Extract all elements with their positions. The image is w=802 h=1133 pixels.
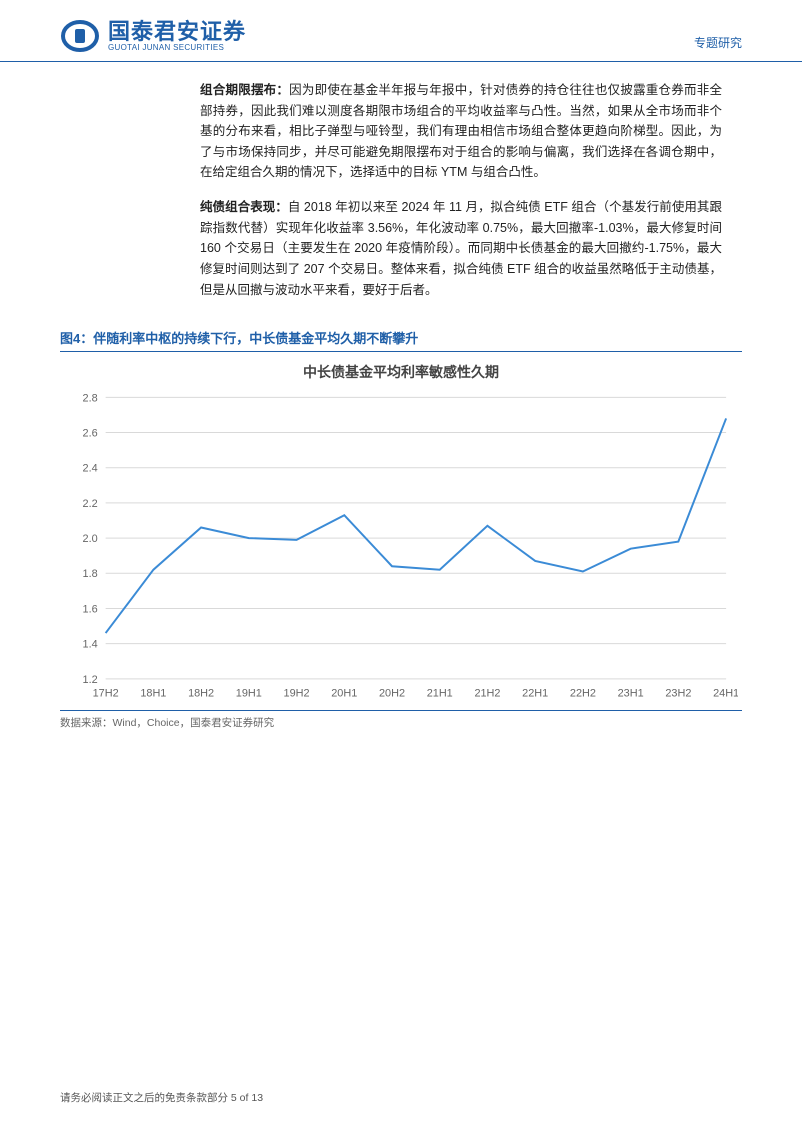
svg-text:1.4: 1.4 — [83, 639, 98, 651]
svg-text:21H2: 21H2 — [474, 688, 500, 700]
line-chart: 1.2 1.4 1.6 1.8 2.0 2.2 2.4 2.6 2.8 17H2 18H1 18H2 1… — [64, 388, 738, 708]
p1-lead: 组合期限摆布： — [200, 83, 289, 97]
svg-text:23H1: 23H1 — [618, 688, 644, 700]
body-text: 组合期限摆布：因为即使在基金半年报与年报中，针对债券的持仓往往也仅披露重仓券而非… — [0, 62, 802, 300]
logo-text: 国泰君安证券 GUOTAI JUNAN SECURITIES — [108, 20, 246, 53]
svg-text:1.8: 1.8 — [83, 568, 98, 580]
page-header: 国泰君安证券 GUOTAI JUNAN SECURITIES 专题研究 — [0, 0, 802, 62]
header-category: 专题研究 — [694, 34, 742, 53]
svg-text:2.0: 2.0 — [83, 533, 98, 545]
svg-text:18H1: 18H1 — [140, 688, 166, 700]
svg-text:2.8: 2.8 — [83, 393, 98, 405]
p2-lead: 纯债组合表现： — [200, 200, 288, 214]
svg-text:20H2: 20H2 — [379, 688, 405, 700]
svg-text:22H2: 22H2 — [570, 688, 596, 700]
logo-cn: 国泰君安证券 — [108, 20, 246, 44]
svg-text:2.2: 2.2 — [83, 498, 98, 510]
svg-text:22H1: 22H1 — [522, 688, 548, 700]
svg-text:2.4: 2.4 — [83, 463, 98, 475]
p1-text: 因为即使在基金半年报与年报中，针对债券的持仓往往也仅披露重仓券而非全部持券，因此… — [200, 83, 722, 180]
svg-text:2.6: 2.6 — [83, 428, 98, 440]
chart-title: 中长债基金平均利率敏感性久期 — [64, 362, 738, 382]
svg-text:17H2: 17H2 — [93, 688, 119, 700]
figure-caption: 图4：伴随利率中枢的持续下行，中长债基金平均久期不断攀升 — [60, 328, 742, 352]
svg-text:18H2: 18H2 — [188, 688, 214, 700]
paragraph-1: 组合期限摆布：因为即使在基金半年报与年报中，针对债券的持仓往往也仅披露重仓券而非… — [200, 80, 722, 183]
svg-text:19H2: 19H2 — [284, 688, 310, 700]
logo-en: GUOTAI JUNAN SECURITIES — [108, 44, 246, 53]
svg-text:23H2: 23H2 — [665, 688, 691, 700]
figure-4: 图4：伴随利率中枢的持续下行，中长债基金平均久期不断攀升 中长债基金平均利率敏感… — [0, 314, 802, 730]
svg-text:20H1: 20H1 — [331, 688, 357, 700]
svg-text:19H1: 19H1 — [236, 688, 262, 700]
logo-block: 国泰君安证券 GUOTAI JUNAN SECURITIES — [60, 20, 246, 53]
footer-disclaimer: 请务必阅读正文之后的免责条款部分 — [60, 1092, 228, 1104]
chart-wrap: 中长债基金平均利率敏感性久期 1.2 1.4 1.6 1.8 2.0 2.2 2.4 2.6 2… — [60, 352, 742, 711]
page-footer: 请务必阅读正文之后的免责条款部分 5 of 13 — [60, 1090, 263, 1105]
figure-source: 数据来源：Wind，Choice，国泰君安证券研究 — [60, 711, 742, 730]
svg-text:21H1: 21H1 — [427, 688, 453, 700]
svg-text:1.6: 1.6 — [83, 604, 98, 616]
footer-page: 5 of 13 — [231, 1092, 263, 1104]
paragraph-2: 纯债组合表现：自 2018 年初以来至 2024 年 11 月，拟合纯债 ETF… — [200, 197, 722, 300]
p2-text: 自 2018 年初以来至 2024 年 11 月，拟合纯债 ETF 组合（个基发… — [200, 200, 722, 297]
svg-text:1.2: 1.2 — [83, 674, 98, 686]
logo-icon — [60, 20, 100, 52]
svg-text:24H1: 24H1 — [713, 688, 738, 700]
